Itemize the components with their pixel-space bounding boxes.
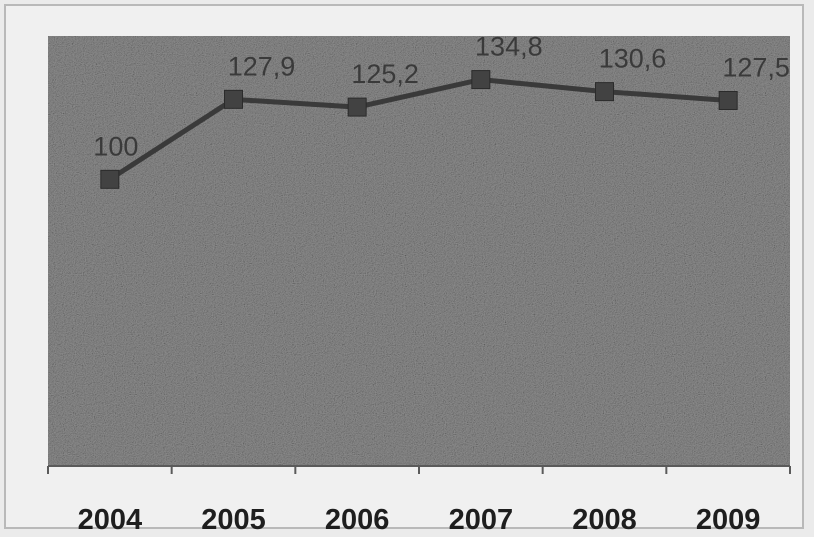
- series-line-group: [108, 77, 729, 182]
- data-label: 134,8: [475, 32, 543, 62]
- data-point-marker: [347, 97, 367, 117]
- data-point-marker: [718, 91, 738, 110]
- data-point-marker: [100, 169, 120, 189]
- data-point-marker: [224, 89, 243, 109]
- x-tick-label: 2006: [325, 504, 390, 536]
- x-tick-label: 2005: [201, 504, 266, 536]
- data-label: 100: [93, 131, 138, 161]
- data-label: 130,6: [599, 44, 667, 74]
- x-tick-label: 2007: [449, 504, 514, 536]
- series-markers: [100, 70, 738, 189]
- data-label: 127,5: [722, 53, 790, 83]
- data-point-marker: [471, 70, 491, 90]
- data-labels: 100 127,9 125,2 134,8 130,6 127,5: [93, 32, 790, 162]
- x-tick-label: 2004: [78, 504, 143, 536]
- data-label: 127,9: [228, 51, 296, 81]
- x-tick-label: 2009: [696, 504, 761, 536]
- data-point-marker: [595, 82, 614, 102]
- series-line: [108, 77, 729, 182]
- x-tick-label: 2008: [572, 504, 637, 536]
- data-label: 125,2: [351, 59, 419, 89]
- plot-area: [48, 36, 790, 466]
- x-tick-labels: 2004 2005 2006 2007 2008 2009: [78, 504, 761, 536]
- x-axis-ticks: [47, 466, 791, 474]
